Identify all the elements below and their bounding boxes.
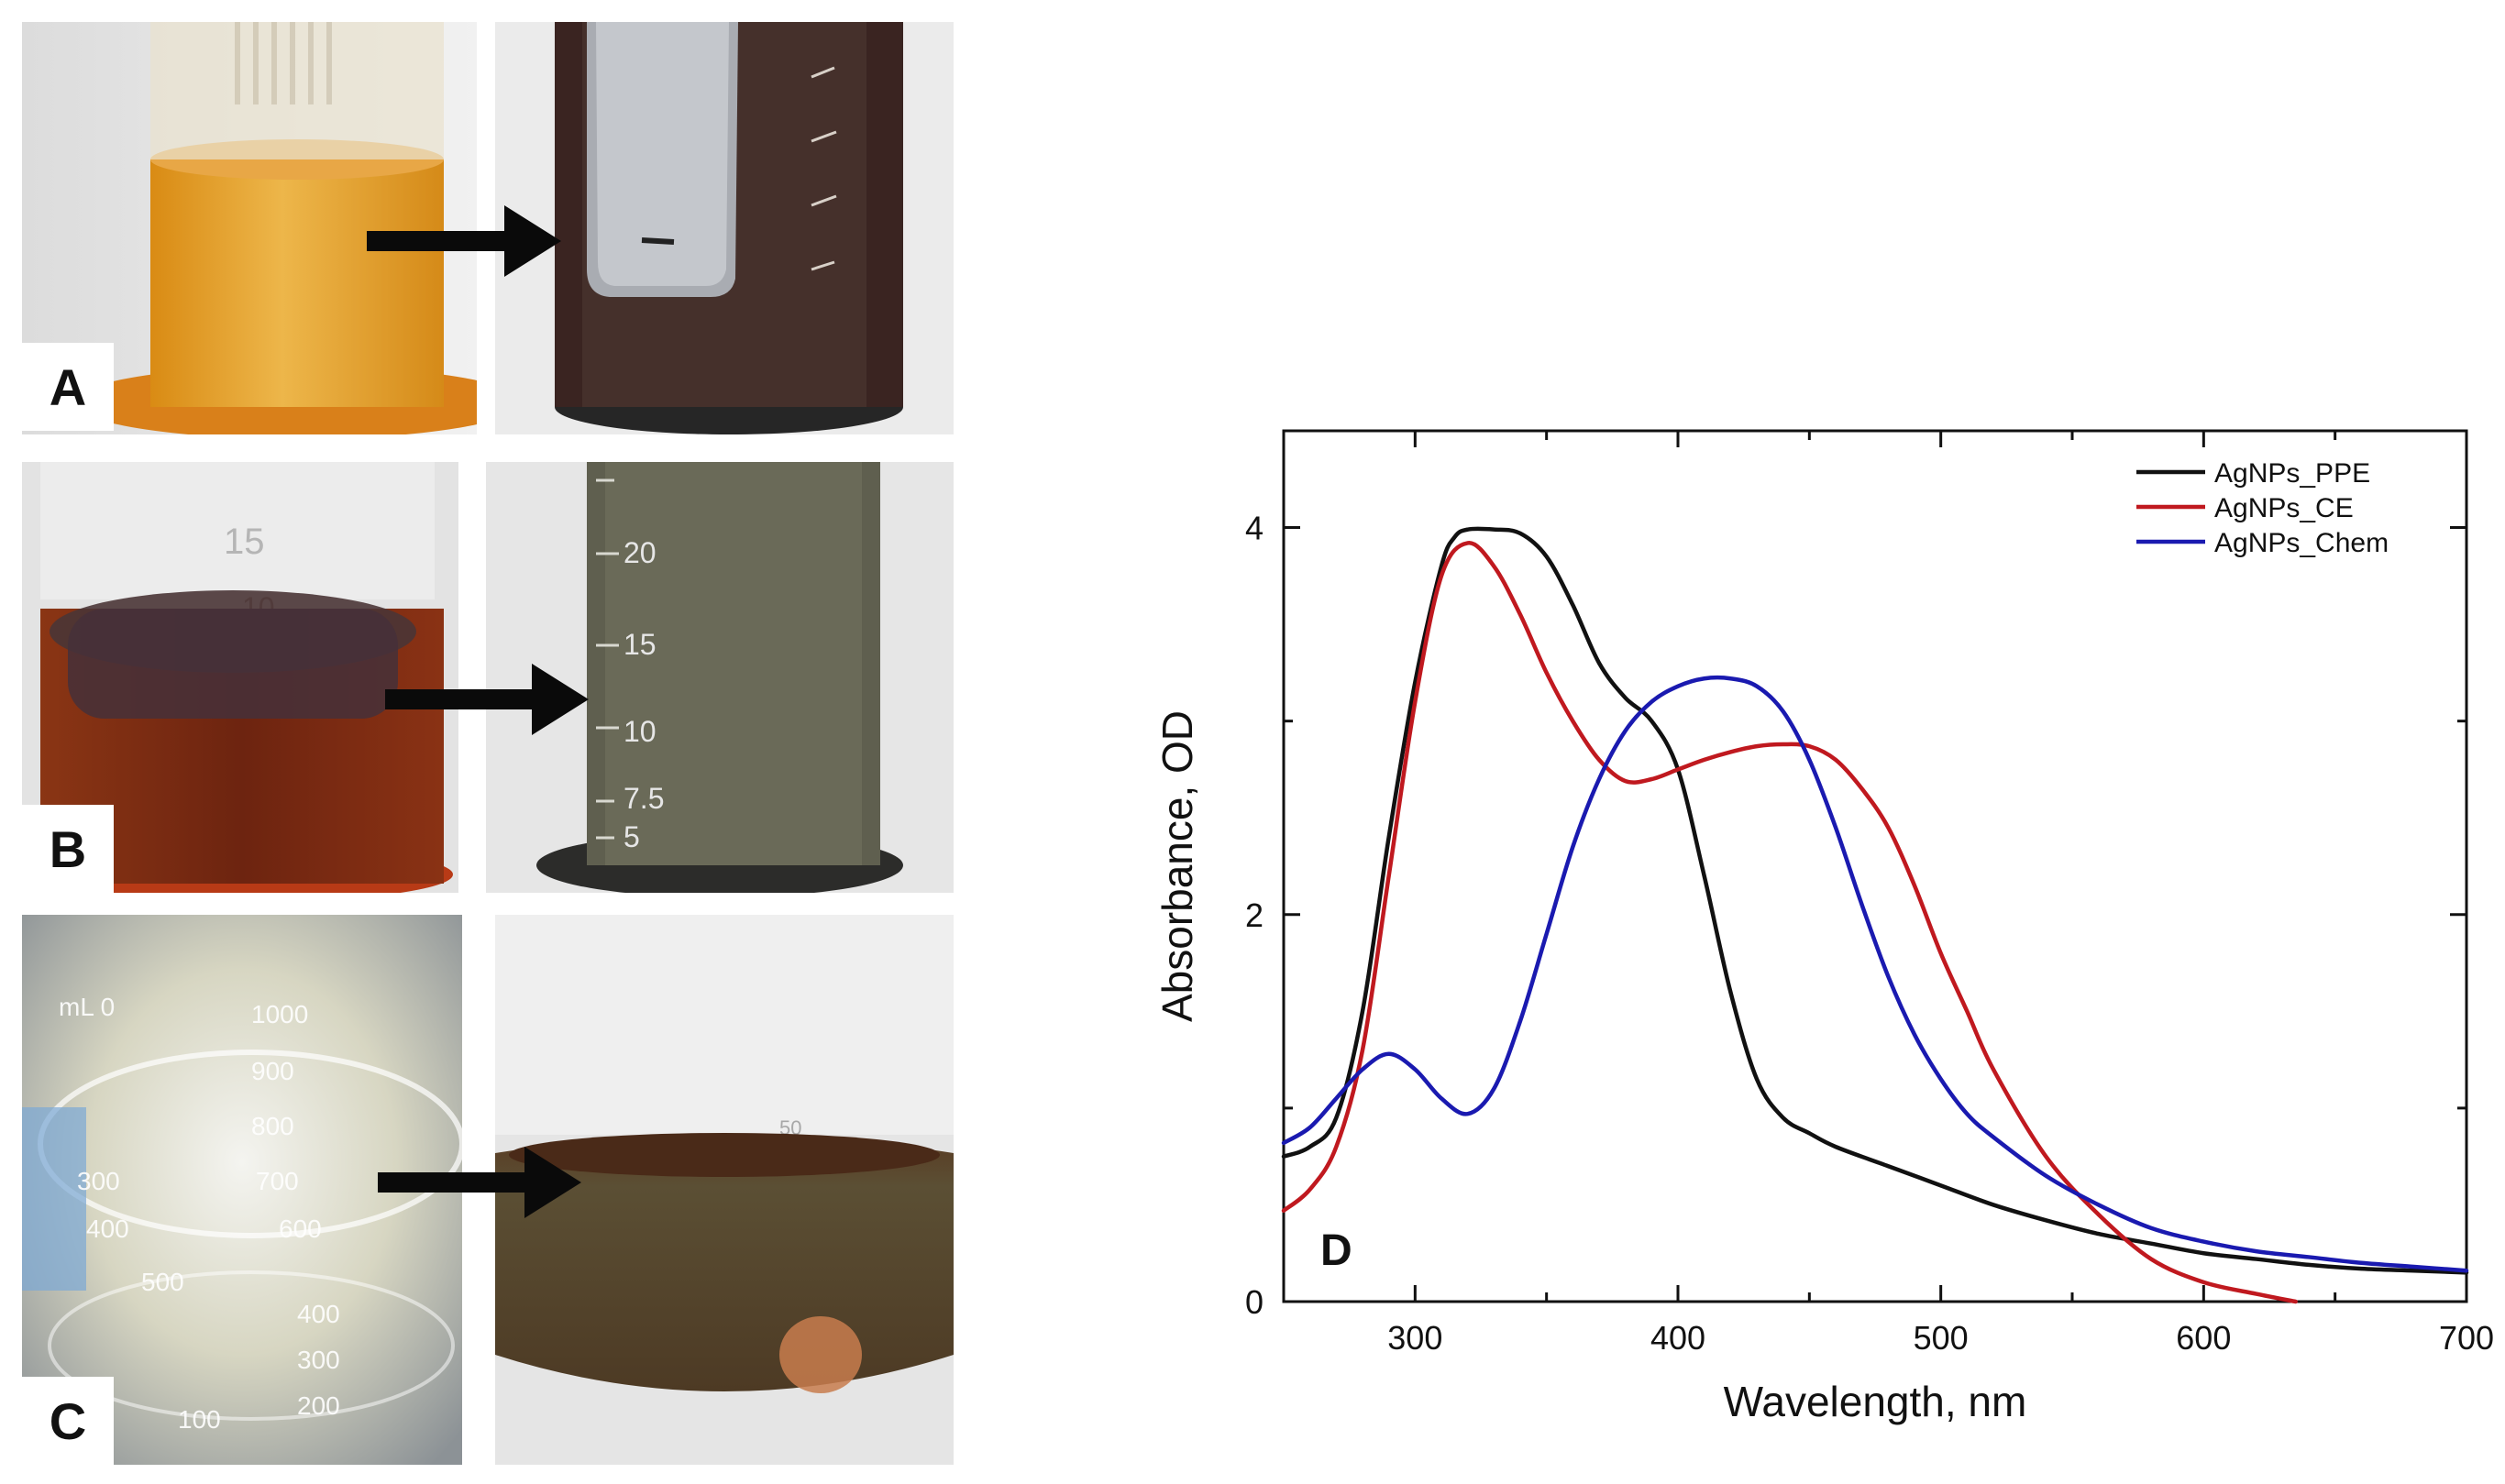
c-left-grad-5: 600: [279, 1215, 322, 1243]
arrow-b-icon: [385, 664, 589, 735]
x-tick-label-700: 700: [2439, 1319, 2494, 1357]
arrow-c-icon: [378, 1147, 581, 1218]
b-right-grad-5: 5: [623, 820, 640, 853]
b-right-grad-10: 10: [623, 715, 657, 748]
photo-b-right: 20 15 10 7.5 5: [486, 462, 954, 893]
x-tick-label-400: 400: [1650, 1319, 1705, 1357]
b-right-grad-20: 20: [623, 536, 657, 569]
y-tick-label-4: 4: [1245, 510, 1264, 547]
legend-label-agnps-ppe: AgNPs_PPE: [2214, 458, 2370, 489]
c-left-grad-8: 500: [141, 1268, 184, 1296]
x-axis-label: Wavelength, nm: [1724, 1378, 2027, 1425]
c-left-grad-7: 400: [86, 1215, 129, 1243]
beaker-brown-image: 15 10: [22, 462, 458, 893]
panel-label-b: B: [22, 805, 114, 893]
photo-c-right: 50: [495, 915, 954, 1465]
panel-label-d: D: [1320, 1226, 1352, 1275]
b-right-grad-7-5: 7.5: [623, 782, 664, 815]
c-left-grad-3: 800: [251, 1112, 294, 1140]
photo-c-left: mL 0 1000 900 800 700 600 300 400 500 40…: [22, 915, 462, 1465]
series-line-agnps-ppe: [1281, 526, 2469, 1275]
arrow-a-icon: [367, 205, 561, 277]
tube-dark-image: [495, 22, 954, 434]
b-right-grad-15: 15: [623, 628, 657, 661]
x-tick-label-300: 300: [1387, 1319, 1442, 1357]
panel-label-a: A: [22, 343, 114, 431]
plot-frame: [1282, 429, 2468, 1303]
photo-a-right: [495, 22, 954, 434]
legend-label-agnps-ce: AgNPs_CE: [2214, 493, 2354, 523]
series-line-agnps-chem: [1281, 675, 2469, 1273]
c-left-grad-4: 700: [256, 1167, 299, 1195]
panel-label-c: C: [22, 1377, 114, 1465]
y-tick-label-0: 0: [1245, 1283, 1264, 1321]
c-left-grad-11: 200: [297, 1391, 340, 1420]
tube-olive-image: 20 15 10 7.5 5: [486, 462, 954, 893]
c-left-grad-12: 100: [178, 1405, 221, 1434]
beaker-clear-image: mL 0 1000 900 800 700 600 300 400 500 40…: [22, 915, 462, 1465]
x-tick-label-600: 600: [2176, 1319, 2231, 1357]
absorbance-chart: 300 400 500 600 700 0 2 4 AgNPs_PPE AgNPs_CE AgNPs…: [1153, 429, 2494, 1425]
y-axis-label: Absorbance, OD: [1153, 710, 1201, 1022]
c-left-grad-9: 400: [297, 1300, 340, 1328]
c-left-grad-1: 1000: [251, 1000, 308, 1028]
c-left-grad-6: 300: [77, 1167, 120, 1195]
photo-b-left: 15 10: [22, 462, 458, 893]
y-tick-label-2: 2: [1245, 896, 1264, 934]
legend-label-agnps-chem: AgNPs_Chem: [2214, 528, 2389, 558]
c-left-grad-0: mL 0: [59, 993, 115, 1021]
c-left-grad-2: 900: [251, 1057, 294, 1085]
series-line-agnps-ce: [1281, 541, 2298, 1304]
b-left-grad-label: 15: [224, 522, 265, 562]
beaker-olive-brown-image: 50: [495, 915, 954, 1465]
x-tick-label-500: 500: [1914, 1319, 1969, 1357]
c-left-grad-10: 300: [297, 1346, 340, 1374]
